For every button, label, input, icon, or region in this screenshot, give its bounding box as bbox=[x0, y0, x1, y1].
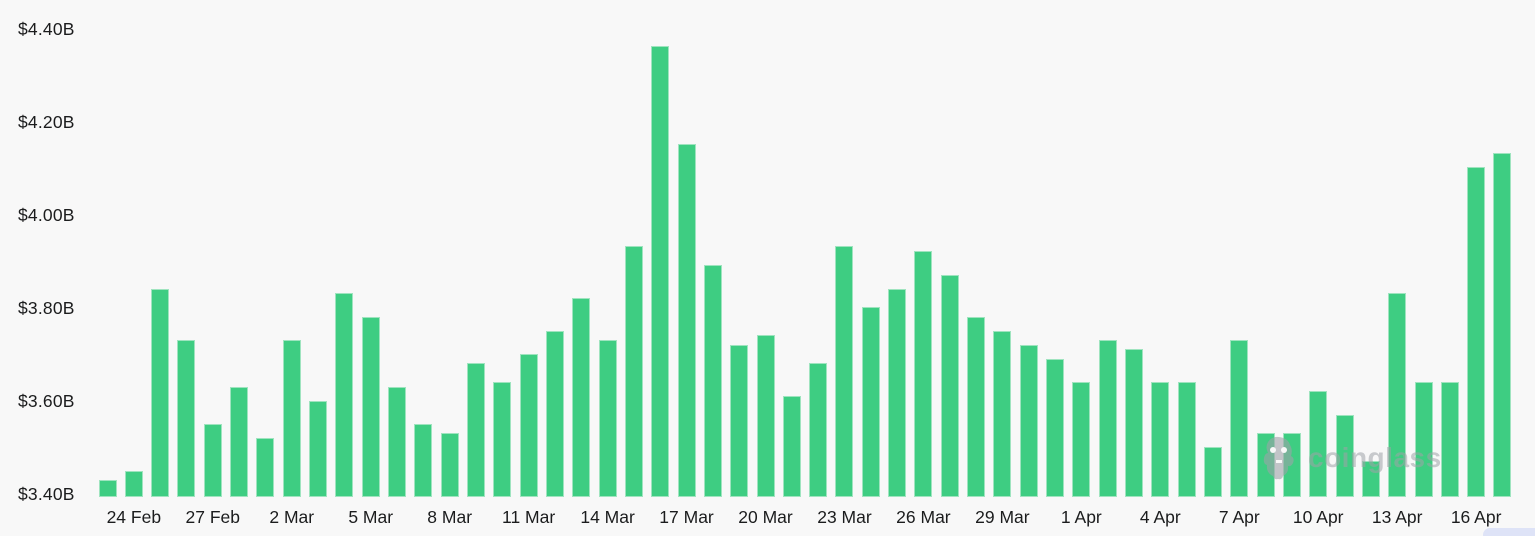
y-axis-tick-label: $4.00B bbox=[18, 205, 75, 225]
x-axis-tick-label: 13 Apr bbox=[1371, 507, 1423, 527]
bar[interactable] bbox=[151, 289, 170, 497]
x-axis-tick-label: 5 Mar bbox=[348, 507, 394, 527]
bar[interactable] bbox=[203, 424, 222, 497]
bar[interactable] bbox=[782, 396, 801, 497]
bar[interactable] bbox=[940, 275, 959, 497]
bar[interactable] bbox=[1388, 293, 1407, 497]
y-axis-tick-label: $3.40B bbox=[18, 484, 75, 504]
bar[interactable] bbox=[361, 317, 380, 497]
x-axis-tick-label: 14 Mar bbox=[580, 507, 635, 527]
bar[interactable] bbox=[1072, 382, 1091, 497]
bar[interactable] bbox=[1124, 349, 1143, 497]
bar[interactable] bbox=[1256, 433, 1275, 497]
x-axis-tick-label: 1 Apr bbox=[1060, 507, 1102, 527]
bar[interactable] bbox=[1151, 382, 1170, 497]
bar[interactable] bbox=[677, 144, 696, 497]
bar[interactable] bbox=[572, 298, 591, 497]
bar[interactable] bbox=[1019, 345, 1038, 497]
bar[interactable] bbox=[1414, 382, 1433, 497]
x-axis-tick-label: 24 Feb bbox=[106, 507, 162, 527]
x-axis-tick-label: 26 Mar bbox=[896, 507, 951, 527]
x-axis-tick-label: 23 Mar bbox=[817, 507, 872, 527]
bar[interactable] bbox=[309, 401, 328, 497]
bar[interactable] bbox=[124, 471, 143, 497]
bar[interactable] bbox=[1177, 382, 1196, 497]
bar[interactable] bbox=[98, 480, 117, 497]
y-axis-tick-label: $4.40B bbox=[18, 19, 75, 39]
bar[interactable] bbox=[730, 345, 749, 497]
bar[interactable] bbox=[1493, 153, 1512, 497]
bar[interactable] bbox=[1230, 340, 1249, 497]
bar[interactable] bbox=[651, 46, 670, 497]
x-axis-tick-label: 2 Mar bbox=[269, 507, 315, 527]
x-axis-tick-label: 11 Mar bbox=[502, 507, 556, 527]
bar[interactable] bbox=[519, 354, 538, 497]
x-axis-tick-label: 16 Apr bbox=[1450, 507, 1502, 527]
bar[interactable] bbox=[993, 331, 1012, 497]
x-axis-tick-label: 17 Mar bbox=[659, 507, 714, 527]
bar[interactable] bbox=[414, 424, 433, 497]
bar[interactable] bbox=[598, 340, 617, 497]
x-axis-tick-label: 8 Mar bbox=[427, 507, 473, 527]
bar[interactable] bbox=[756, 335, 775, 497]
bar[interactable] bbox=[1046, 359, 1065, 497]
bar[interactable] bbox=[466, 363, 485, 497]
bar[interactable] bbox=[1203, 447, 1222, 497]
bar[interactable] bbox=[703, 265, 722, 497]
y-axis-tick-label: $3.60B bbox=[18, 391, 75, 411]
x-axis-tick-label: 27 Feb bbox=[185, 507, 241, 527]
x-axis-tick-label: 7 Apr bbox=[1218, 507, 1260, 527]
x-axis-tick-label: 20 Mar bbox=[738, 507, 793, 527]
y-axis-tick-label: $3.80B bbox=[18, 298, 75, 318]
bar[interactable] bbox=[1335, 415, 1354, 497]
bar[interactable] bbox=[809, 363, 828, 497]
bar[interactable] bbox=[835, 246, 854, 497]
bar[interactable] bbox=[624, 246, 643, 497]
bar[interactable] bbox=[1309, 391, 1328, 497]
bar[interactable] bbox=[1361, 461, 1380, 497]
bar[interactable] bbox=[388, 387, 407, 497]
bar[interactable] bbox=[1098, 340, 1117, 497]
bar[interactable] bbox=[230, 387, 249, 497]
bar[interactable] bbox=[1440, 382, 1459, 497]
x-axis-tick-label: 10 Apr bbox=[1292, 507, 1344, 527]
x-axis-tick-label: 29 Mar bbox=[975, 507, 1030, 527]
bar[interactable] bbox=[545, 331, 564, 497]
bar[interactable] bbox=[493, 382, 512, 497]
bar[interactable] bbox=[967, 317, 986, 497]
bar[interactable] bbox=[1282, 433, 1301, 497]
bar[interactable] bbox=[282, 340, 301, 497]
bar[interactable] bbox=[256, 438, 275, 497]
bar[interactable] bbox=[861, 307, 880, 497]
y-axis-tick-label: $4.20B bbox=[18, 112, 75, 132]
bar[interactable] bbox=[888, 289, 907, 497]
bar[interactable] bbox=[335, 293, 354, 497]
x-axis-tick-label: 4 Apr bbox=[1139, 507, 1181, 527]
bar[interactable] bbox=[177, 340, 196, 497]
bar[interactable] bbox=[440, 433, 459, 497]
bar[interactable] bbox=[1467, 167, 1486, 497]
corner-overlay-fragment bbox=[1483, 528, 1535, 536]
bar[interactable] bbox=[914, 251, 933, 497]
